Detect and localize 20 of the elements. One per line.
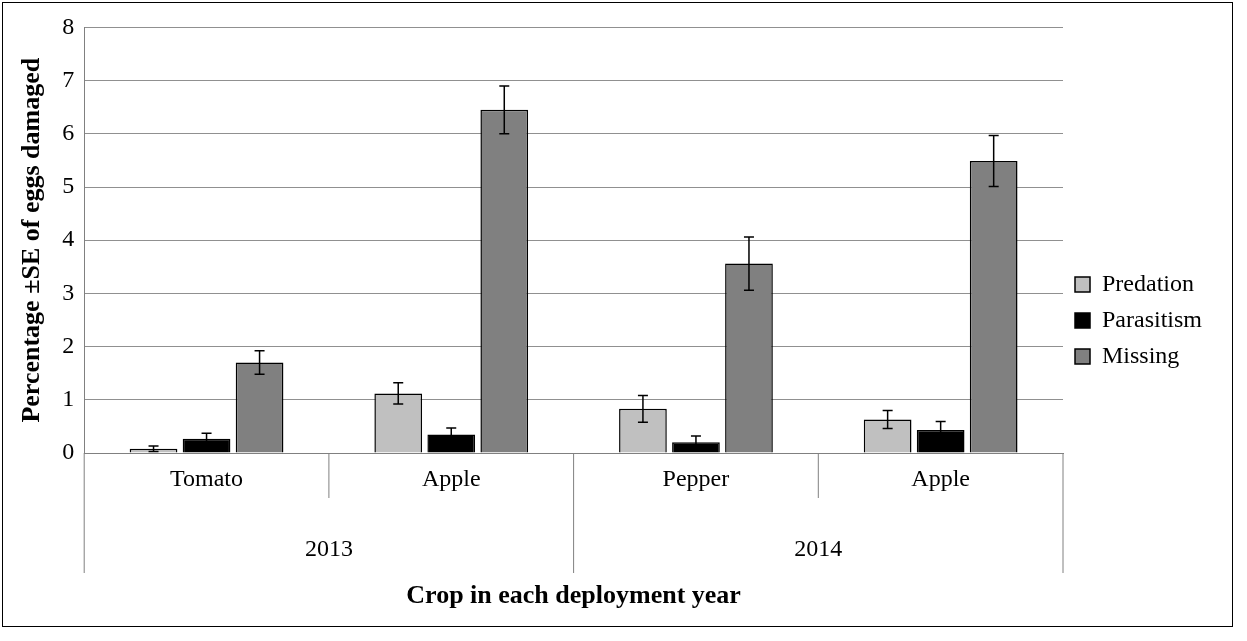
legend-label: Missing (1102, 341, 1180, 368)
text: 2014 (794, 535, 843, 562)
y-tick-label: 1 (62, 385, 75, 412)
x-axis-title: Crop in each deployment year (406, 580, 741, 610)
legend-label: Parasitism (1102, 305, 1203, 332)
y-tick-label: 4 (62, 225, 75, 252)
y-tick-label: 3 (62, 278, 75, 305)
y-tick-label: 8 (62, 12, 75, 39)
y-tick-label: 5 (62, 172, 75, 199)
text: 2013 (304, 535, 353, 562)
x-tick-label: Apple (421, 464, 481, 491)
y-tick-label: 7 (62, 65, 75, 92)
y-axis-title: Percentage ±SE of eggs damaged (16, 57, 46, 423)
y-tick-label: 0 (62, 438, 75, 465)
legend-label: Predation (1102, 269, 1194, 296)
x-tick-label: Tomato (170, 464, 244, 491)
x-tick-label: Apple (911, 464, 970, 491)
x-tick-label: Pepper (662, 464, 730, 491)
y-tick-label: 6 (62, 119, 75, 146)
y-tick-label: 2 (62, 331, 75, 358)
